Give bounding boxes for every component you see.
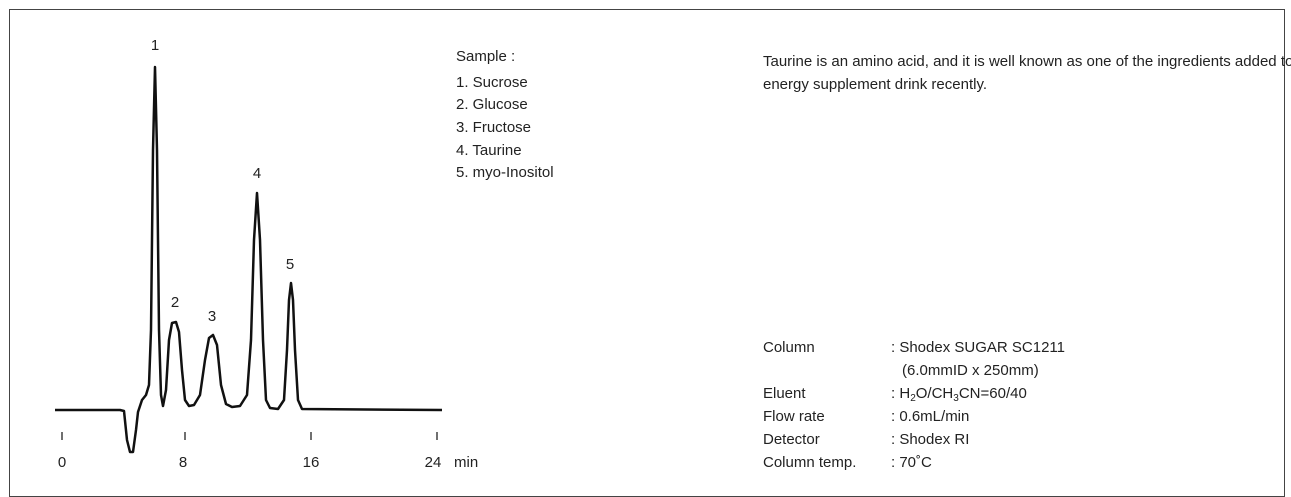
x-ticks bbox=[61, 432, 438, 440]
condition-label: Flow rate bbox=[763, 408, 825, 425]
condition-value: : H2O/CH3CN=60/40 bbox=[891, 385, 1027, 404]
condition-value: : 70˚C bbox=[891, 454, 932, 471]
sample-title: Sample : bbox=[456, 48, 516, 65]
sample-item: 1. Sucrose bbox=[456, 74, 528, 91]
condition-detail: (6.0mmID x 250mm) bbox=[902, 362, 1039, 379]
tick-label: 24 bbox=[425, 454, 442, 471]
sample-item: 4. Taurine bbox=[456, 142, 522, 159]
description: Taurine is an amino acid, and it is well… bbox=[763, 53, 1291, 93]
sample-item: 2. Glucose bbox=[456, 96, 528, 113]
tick-label: 8 bbox=[179, 454, 187, 471]
peak-label: 1 bbox=[151, 37, 159, 54]
condition-label: Eluent bbox=[763, 385, 806, 402]
peak-label: 4 bbox=[253, 165, 261, 182]
tick-label: 0 bbox=[58, 454, 66, 471]
condition-label: Detector bbox=[763, 431, 820, 448]
condition-label: Column temp. bbox=[763, 454, 857, 471]
condition-value: : Shodex SUGAR SC1211 bbox=[891, 339, 1065, 356]
x-unit: min bbox=[454, 454, 478, 471]
sample-item: 3. Fructose bbox=[456, 119, 532, 136]
peak-label: 2 bbox=[171, 294, 179, 311]
condition-label: Column bbox=[763, 339, 815, 356]
condition-value: : 0.6mL/min bbox=[891, 408, 970, 425]
peak-label: 3 bbox=[208, 308, 216, 325]
tick-label: 16 bbox=[303, 454, 320, 471]
chromatogram-trace bbox=[55, 65, 443, 454]
peak-label: 5 bbox=[286, 256, 294, 273]
sample-item: 5. myo-Inositol bbox=[456, 164, 554, 181]
condition-value: : Shodex RI bbox=[891, 431, 970, 448]
